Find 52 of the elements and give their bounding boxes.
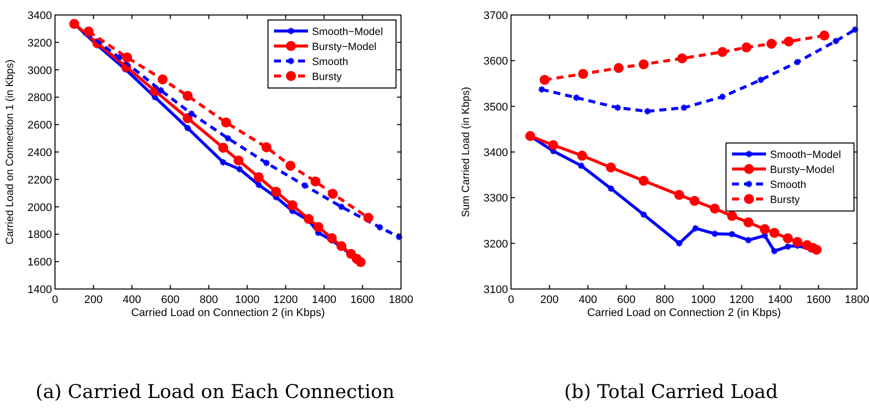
y-tick-label: 3300 [484, 192, 508, 205]
y-axis-title: Sum Carried Load (in Kbps) [460, 86, 472, 218]
y-tick-label: 2600 [28, 120, 52, 132]
y-tick-label: 2400 [28, 147, 52, 159]
x-tick-label: 400 [578, 294, 598, 306]
legend-label: Smooth [312, 56, 348, 68]
x-tick-label: 0 [508, 294, 514, 306]
y-tick-label: 1600 [28, 256, 52, 269]
x-axis-title: Carried Load on Connection 2 (in Kbps) [131, 307, 325, 319]
x-tick-label: 800 [200, 294, 218, 306]
text: (a) Carried Load on Each Connection [36, 381, 394, 403]
x-tick-label: 200 [84, 294, 103, 306]
y-tick-label: 3200 [28, 37, 52, 50]
y-tick-label: 3400 [28, 10, 52, 22]
legend-label: Smooth−Model [312, 26, 383, 38]
legend-label: Bursty [312, 71, 343, 83]
y-tick-label: 3200 [484, 238, 508, 250]
x-tick-label: 600 [617, 294, 636, 306]
x-tick-label: 1600 [806, 294, 831, 306]
y-tick-label: 1800 [28, 229, 52, 242]
x-tick-label: 200 [540, 294, 559, 306]
y-tick-label: 3700 [484, 10, 508, 22]
x-tick-label: 1200 [729, 294, 754, 306]
x-tick-label: 1200 [273, 294, 298, 306]
x-tick-label: 1600 [350, 294, 375, 306]
x-tick-label: 400 [122, 294, 142, 306]
y-tick-label: 2800 [28, 92, 52, 104]
y-axis-title: Carried Load on Connection 1 (in Kbps) [4, 59, 16, 245]
text: (b) Total Carried Load [564, 381, 778, 403]
x-tick-label: 1000 [690, 294, 716, 306]
x-tick-label: 1800 [388, 294, 414, 306]
legend-label: Bursty [770, 194, 801, 206]
x-tick-label: 1400 [768, 294, 792, 306]
x-tick-label: 1400 [312, 294, 336, 306]
y-tick-label: 2000 [28, 202, 52, 214]
x-tick-label: 800 [656, 294, 674, 306]
x-tick-label: 1000 [234, 294, 260, 306]
y-tick-label: 3000 [28, 64, 52, 77]
legend-label: Bursty−Model [770, 164, 834, 176]
y-tick-label: 3500 [484, 101, 508, 114]
x-tick-label: 1800 [844, 294, 869, 306]
y-tick-label: 1400 [28, 284, 52, 296]
y-tick-label: 3100 [484, 284, 508, 296]
x-tick-label: 600 [161, 294, 180, 306]
legend-label: Smooth [770, 179, 806, 191]
x-tick-label: 0 [52, 294, 58, 306]
legend-label: Smooth−Model [770, 149, 841, 161]
x-axis-title: Carried Load on Connection 2 (in Kbps) [587, 307, 781, 319]
y-tick-label: 3400 [484, 147, 508, 159]
y-tick-label: 3600 [484, 56, 508, 68]
y-tick-label: 2200 [28, 174, 52, 186]
legend-label: Bursty−Model [312, 41, 376, 53]
